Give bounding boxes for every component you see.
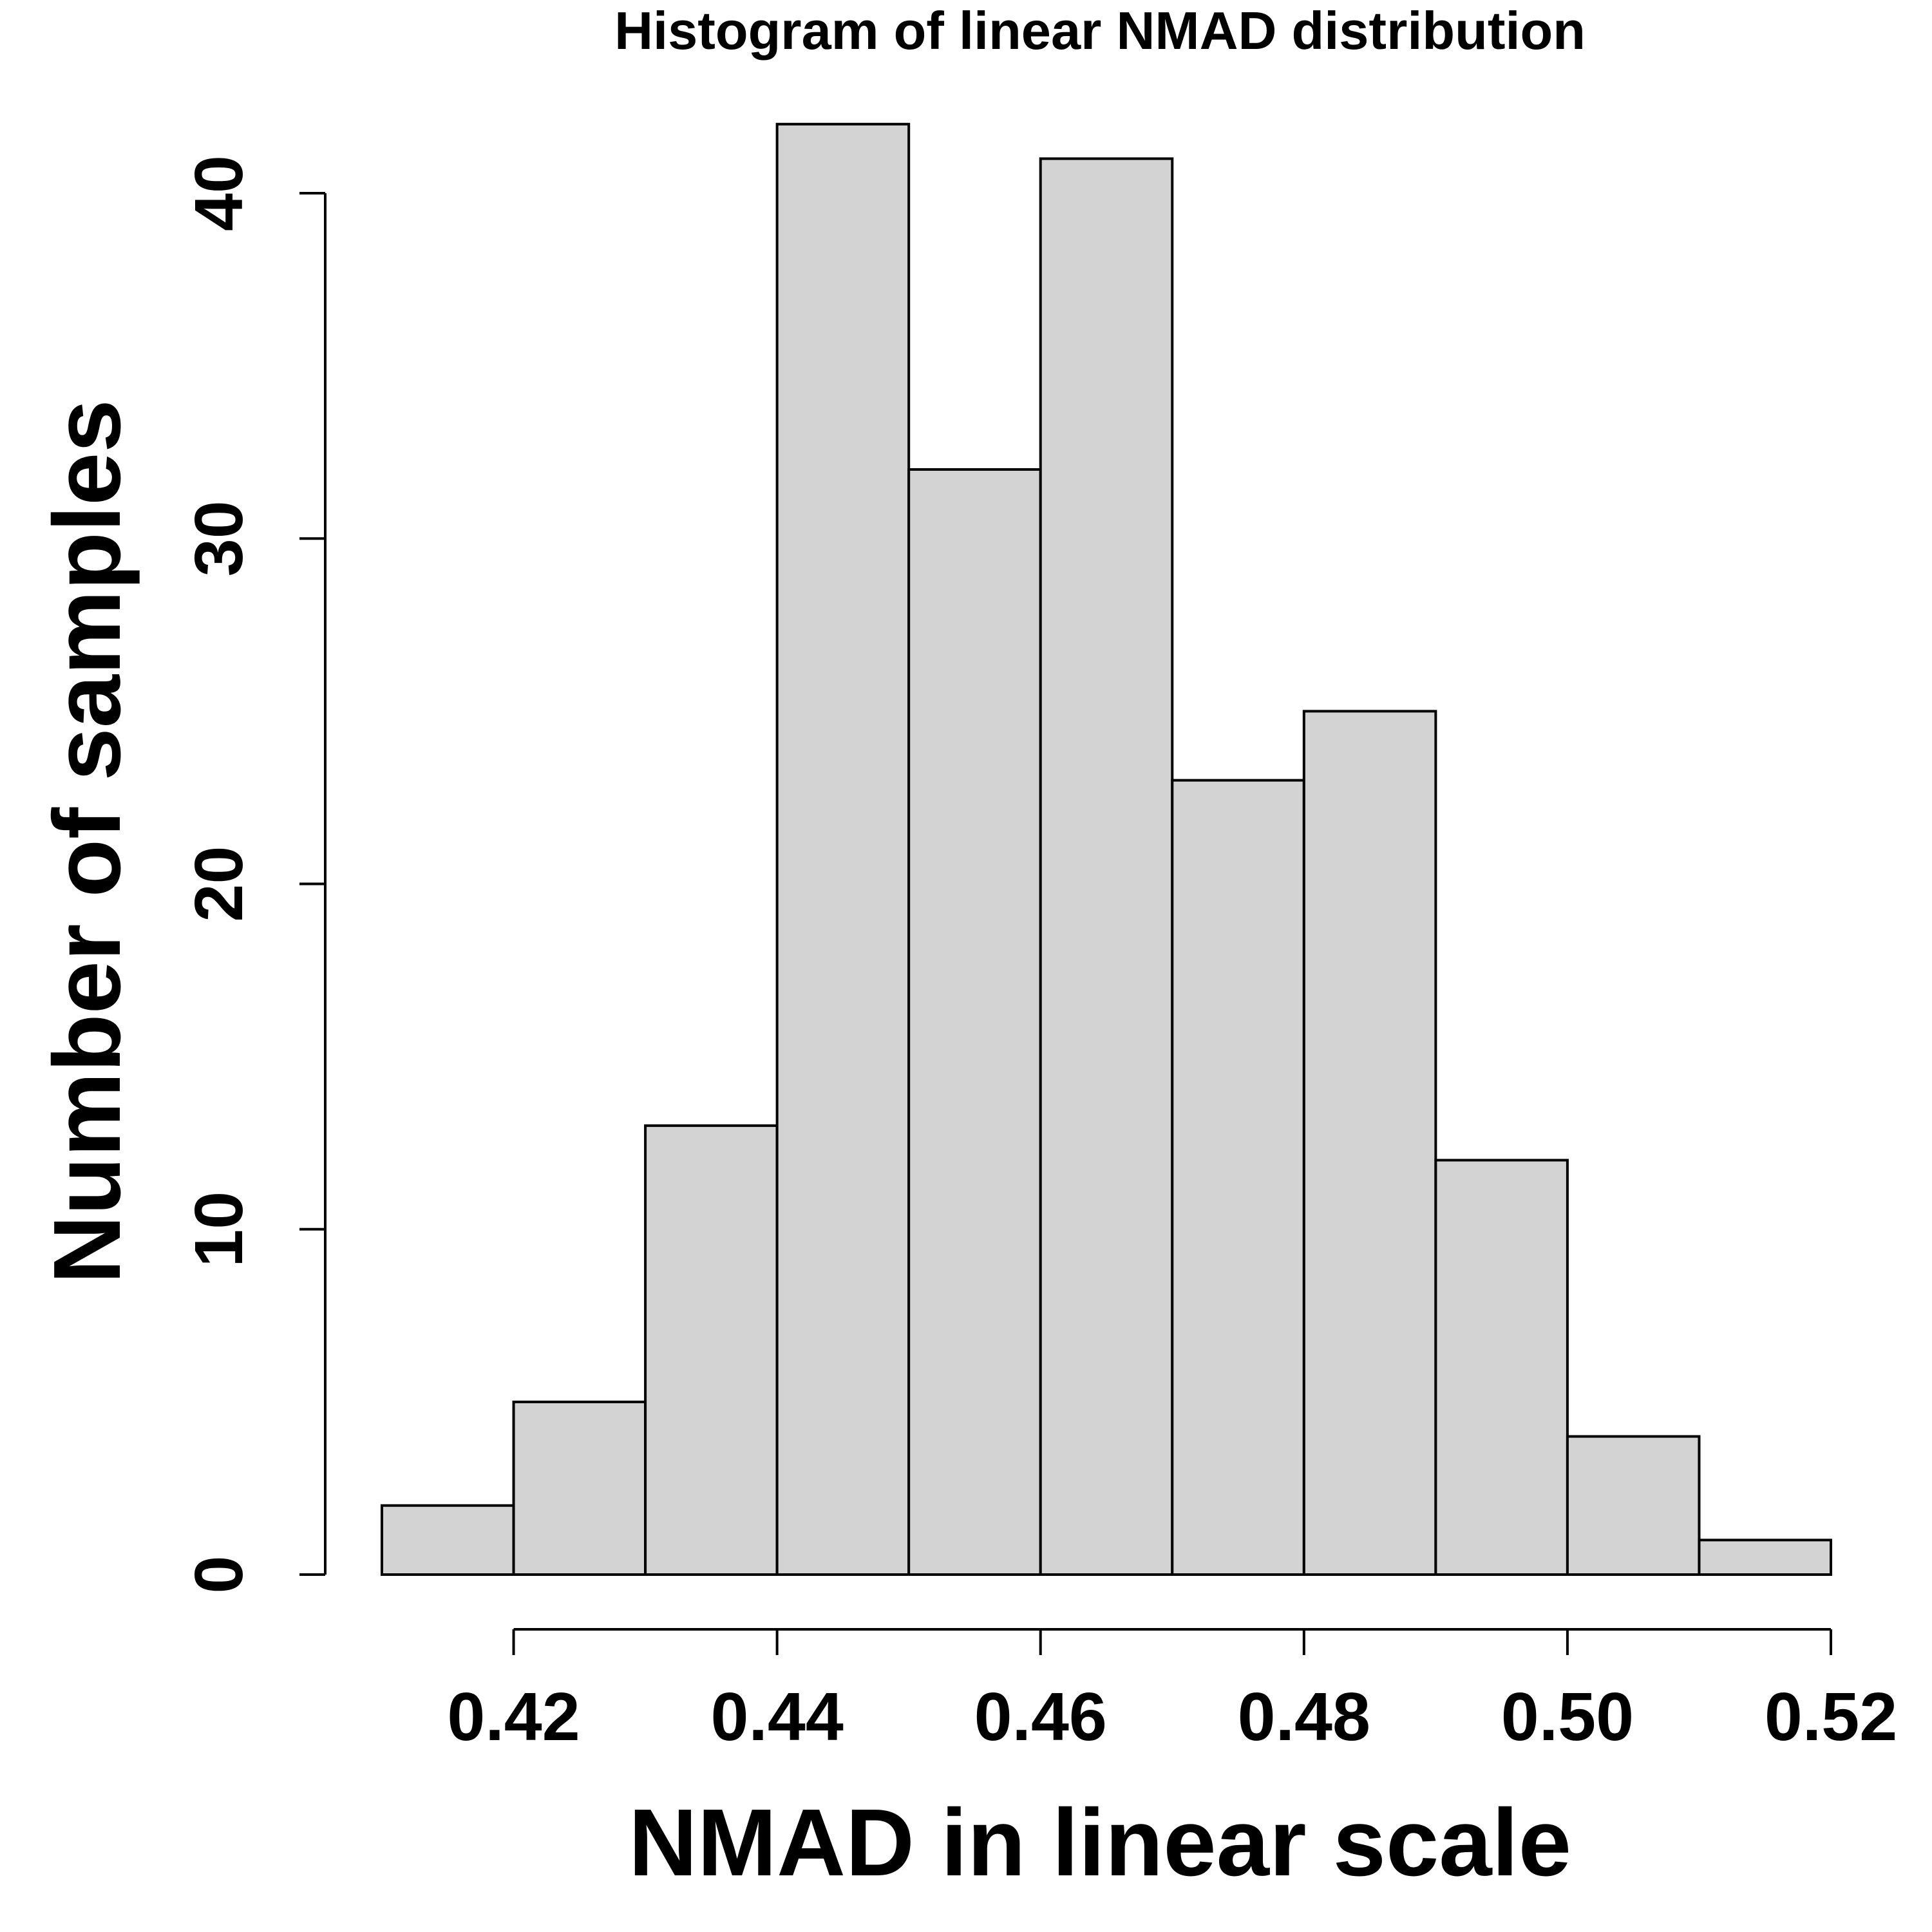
histogram-bar-10 (1698, 1539, 1833, 1576)
x-tick-label-5: 0.52 (1765, 1679, 1897, 1755)
histogram-bar-9 (1566, 1435, 1701, 1576)
y-axis: 0 10 20 30 40 (181, 155, 327, 1594)
x-tick-label-0: 0.42 (447, 1679, 580, 1755)
histogram-bars (381, 122, 1833, 1576)
x-tick-label-2: 0.46 (974, 1679, 1107, 1755)
y-tick-label-1: 10 (181, 1191, 257, 1267)
y-tick-label-3: 30 (181, 500, 257, 576)
y-tick-label-2: 20 (181, 846, 257, 922)
y-axis-label: Number of samples (34, 399, 140, 1283)
histogram-bar-6 (1171, 779, 1305, 1576)
x-axis: 0.42 0.44 0.46 0.48 0.50 0.52 (447, 1628, 1897, 1755)
x-tick-label-1: 0.44 (710, 1679, 843, 1755)
x-tick-label-3: 0.48 (1238, 1679, 1370, 1755)
histogram-bar-5 (1039, 157, 1174, 1576)
histogram-bar-3 (775, 122, 911, 1576)
x-axis-label: NMAD in linear scale (629, 1790, 1571, 1896)
histogram-bar-0 (381, 1504, 515, 1576)
histogram-bar-4 (907, 468, 1042, 1576)
y-tick-label-4: 40 (181, 155, 257, 231)
x-tick-label-4: 0.50 (1501, 1679, 1634, 1755)
histogram-bar-1 (512, 1400, 647, 1576)
y-tick-label-0: 0 (181, 1556, 257, 1594)
histogram-bar-2 (644, 1124, 779, 1576)
histogram-bar-8 (1434, 1159, 1569, 1576)
chart-title: Histogram of linear NMAD distribution (614, 1, 1586, 61)
histogram-bar-7 (1302, 710, 1437, 1576)
